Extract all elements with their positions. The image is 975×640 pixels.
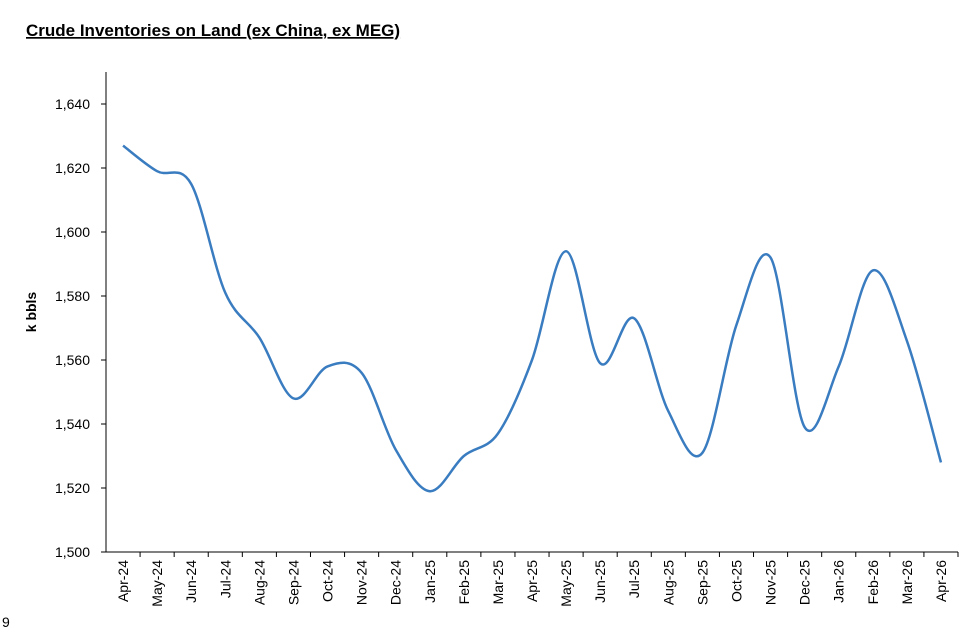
edge-text: 9	[2, 614, 10, 630]
x-tick-label: Aug-25	[660, 560, 676, 605]
x-tick-label: Sep-24	[285, 560, 301, 605]
y-tick-label: 1,560	[55, 352, 90, 368]
y-axis-label: k bbls	[23, 292, 39, 333]
x-tick-label: Dec-25	[797, 560, 813, 605]
x-tick-label: Jan-25	[422, 560, 438, 603]
x-tick-label: Feb-26	[865, 560, 881, 605]
x-tick-label: Oct-24	[320, 560, 336, 602]
x-tick-label: Apr-26	[933, 560, 949, 602]
x-tick-label: May-25	[558, 560, 574, 607]
x-tick-label: May-24	[149, 560, 165, 607]
line-series	[122, 144, 943, 493]
chart-title: Crude Inventories on Land (ex China, ex …	[26, 21, 400, 40]
x-tick-label: Jul-24	[217, 560, 233, 598]
y-tick-label: 1,500	[55, 544, 90, 560]
x-tick-label: Sep-25	[694, 560, 710, 605]
x-tick-label: Jun-25	[592, 560, 608, 603]
y-tick-label: 1,580	[55, 288, 90, 304]
x-tick-label: Oct-25	[728, 560, 744, 602]
x-tick-label: Feb-25	[456, 560, 472, 605]
x-tick-label: Mar-25	[490, 560, 506, 605]
x-tick-label: Mar-26	[899, 560, 915, 605]
y-tick-label: 1,640	[55, 96, 90, 112]
x-tick-label: Apr-25	[524, 560, 540, 602]
y-tick-label: 1,520	[55, 480, 90, 496]
x-tick-label: Apr-24	[115, 560, 131, 602]
x-tick-label: Jan-26	[831, 560, 847, 603]
x-tick-label: Dec-24	[388, 560, 404, 605]
x-tick-label: Nov-24	[354, 560, 370, 605]
x-tick-label: Aug-24	[251, 560, 267, 605]
x-tick-label: Nov-25	[763, 560, 779, 605]
y-tick-label: 1,540	[55, 416, 90, 432]
x-tick-label: Jul-25	[626, 560, 642, 598]
y-tick-label: 1,620	[55, 160, 90, 176]
x-tick-label: Jun-24	[183, 560, 199, 603]
y-tick-label: 1,600	[55, 224, 90, 240]
